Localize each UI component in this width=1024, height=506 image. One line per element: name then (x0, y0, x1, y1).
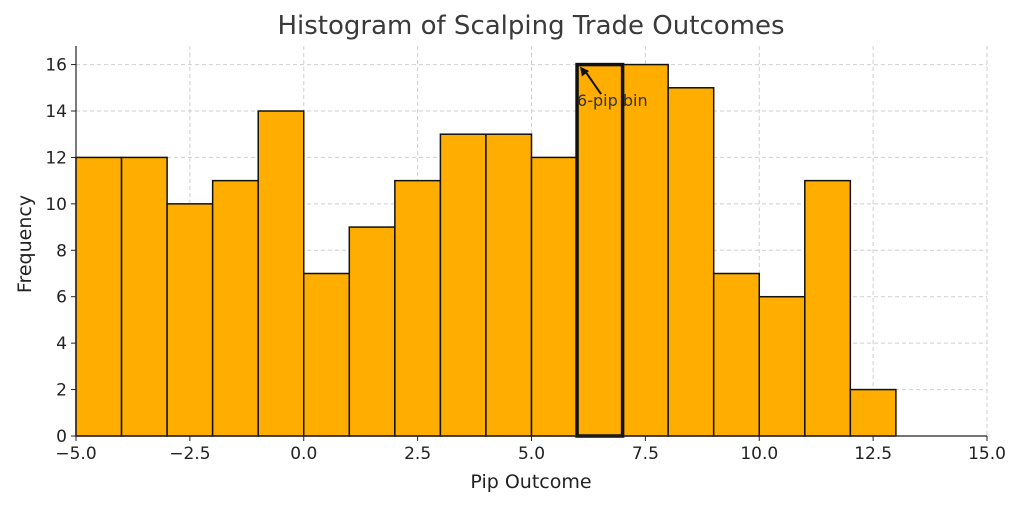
x-tick-label: 7.5 (632, 444, 659, 464)
histogram-bar (530, 156, 578, 437)
histogram-bar (712, 272, 761, 437)
x-tick-label: −5.0 (55, 444, 96, 464)
histogram-bar (576, 63, 624, 437)
y-ticks: 0 2 4 6 8 10 12 14 16 (45, 56, 76, 447)
histogram-bar (439, 133, 487, 437)
histogram-bar (394, 179, 442, 437)
histogram-bar (303, 272, 351, 437)
histogram-bar (166, 203, 214, 437)
histogram-bar (485, 133, 533, 437)
histogram-bar (75, 156, 123, 437)
x-tick-label: 0.0 (290, 444, 317, 464)
y-tick-label: 14 (45, 102, 67, 122)
histogram-bar (667, 87, 715, 437)
x-tick-label: 5.0 (518, 444, 545, 464)
x-tick-label: −2.5 (169, 444, 210, 464)
x-tick-label: 2.5 (404, 444, 431, 464)
histogram-bar (621, 63, 669, 437)
histogram-bar (120, 156, 168, 437)
histogram-bar (348, 226, 396, 437)
x-axis-label: Pip Outcome (470, 471, 591, 493)
annotation-label: 6-pip bin (577, 91, 648, 110)
y-tick-label: 0 (56, 427, 67, 447)
y-tick-label: 8 (56, 241, 67, 261)
chart-title: Histogram of Scalping Trade Outcomes (277, 11, 784, 41)
y-axis-label: Frequency (14, 195, 36, 293)
y-tick-label: 2 (56, 381, 67, 401)
x-tick-label: 10.0 (740, 444, 778, 464)
histogram-bar (257, 110, 305, 437)
histogram-bar (849, 388, 897, 437)
x-ticks: −5.0 −2.5 0.0 2.5 5.0 7.5 10.0 12.5 15.0 (55, 436, 1006, 464)
x-tick-label: 12.5 (854, 444, 892, 464)
y-tick-label: 6 (56, 288, 67, 308)
y-tick-label: 10 (45, 195, 67, 215)
annotation-arrowhead (580, 66, 590, 77)
y-tick-label: 4 (56, 334, 67, 354)
annotation-arrow (583, 69, 602, 95)
annotation: 6-pip bin (577, 66, 648, 110)
x-tick-label: 15.0 (968, 444, 1006, 464)
histogram-bar (758, 295, 806, 437)
y-tick-label: 12 (45, 148, 67, 168)
histogram-bar (804, 179, 852, 437)
histogram-bar (211, 179, 259, 437)
y-tick-label: 16 (45, 56, 67, 76)
bars (75, 63, 897, 437)
